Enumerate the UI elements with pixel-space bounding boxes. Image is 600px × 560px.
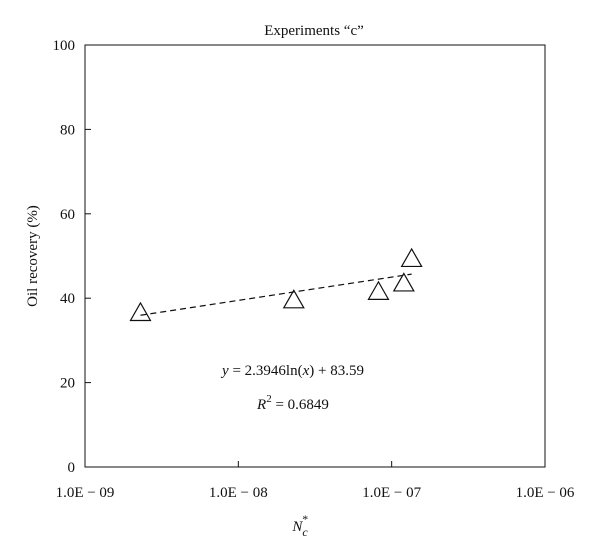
data-point-triangle — [282, 289, 305, 309]
x-axis-label-base: N — [291, 519, 303, 535]
x-axis-label-sup: * — [302, 512, 308, 526]
x-axis-label: Nc* — [291, 512, 308, 539]
trendline — [140, 273, 412, 316]
data-point-triangle — [400, 247, 423, 268]
plot-area-frame — [84, 44, 546, 468]
x-tick-label: 1.0E − 09 — [56, 485, 115, 501]
y-axis-label: Oil recovery (%) — [25, 205, 41, 307]
y-tick-label: 40 — [60, 291, 75, 307]
y-tick-label: 100 — [53, 38, 76, 54]
y-axis-ticks: 0 20 40 60 80 100 — [53, 38, 91, 476]
data-point-triangle — [367, 280, 390, 300]
y-tick-label: 20 — [60, 376, 75, 392]
r-squared-sup: 2 — [266, 393, 272, 405]
data-point-triangle — [129, 301, 152, 322]
x-axis-label-sub: c — [302, 525, 308, 539]
x-tick-label: 1.0E − 06 — [516, 485, 575, 501]
x-tick-label: 1.0E − 08 — [209, 485, 268, 501]
y-tick-label: 80 — [60, 122, 75, 138]
equation-rhs: = 2.3946ln( — [229, 363, 303, 379]
r-squared: R2 = 0.6849 — [256, 393, 329, 413]
equation-tail: ) + 83.59 — [309, 363, 364, 379]
trendline-equation: y = 2.3946ln(x) + 83.59 — [220, 363, 364, 379]
x-tick-label: 1.0E − 07 — [362, 485, 421, 501]
y-tick-label: 0 — [68, 460, 76, 476]
equation-var: x — [302, 363, 310, 379]
equation-lhs: y — [220, 363, 229, 379]
x-axis-ticks: 1.0E − 09 1.0E − 08 1.0E − 07 1.0E − 06 — [56, 461, 575, 501]
data-point-triangle — [392, 272, 415, 292]
chart-title: Experiments “c” — [264, 23, 364, 39]
y-tick-label: 60 — [60, 207, 75, 223]
r-squared-base: R — [256, 397, 266, 413]
r-squared-rhs: = 0.6849 — [272, 397, 329, 413]
data-points — [129, 247, 423, 322]
